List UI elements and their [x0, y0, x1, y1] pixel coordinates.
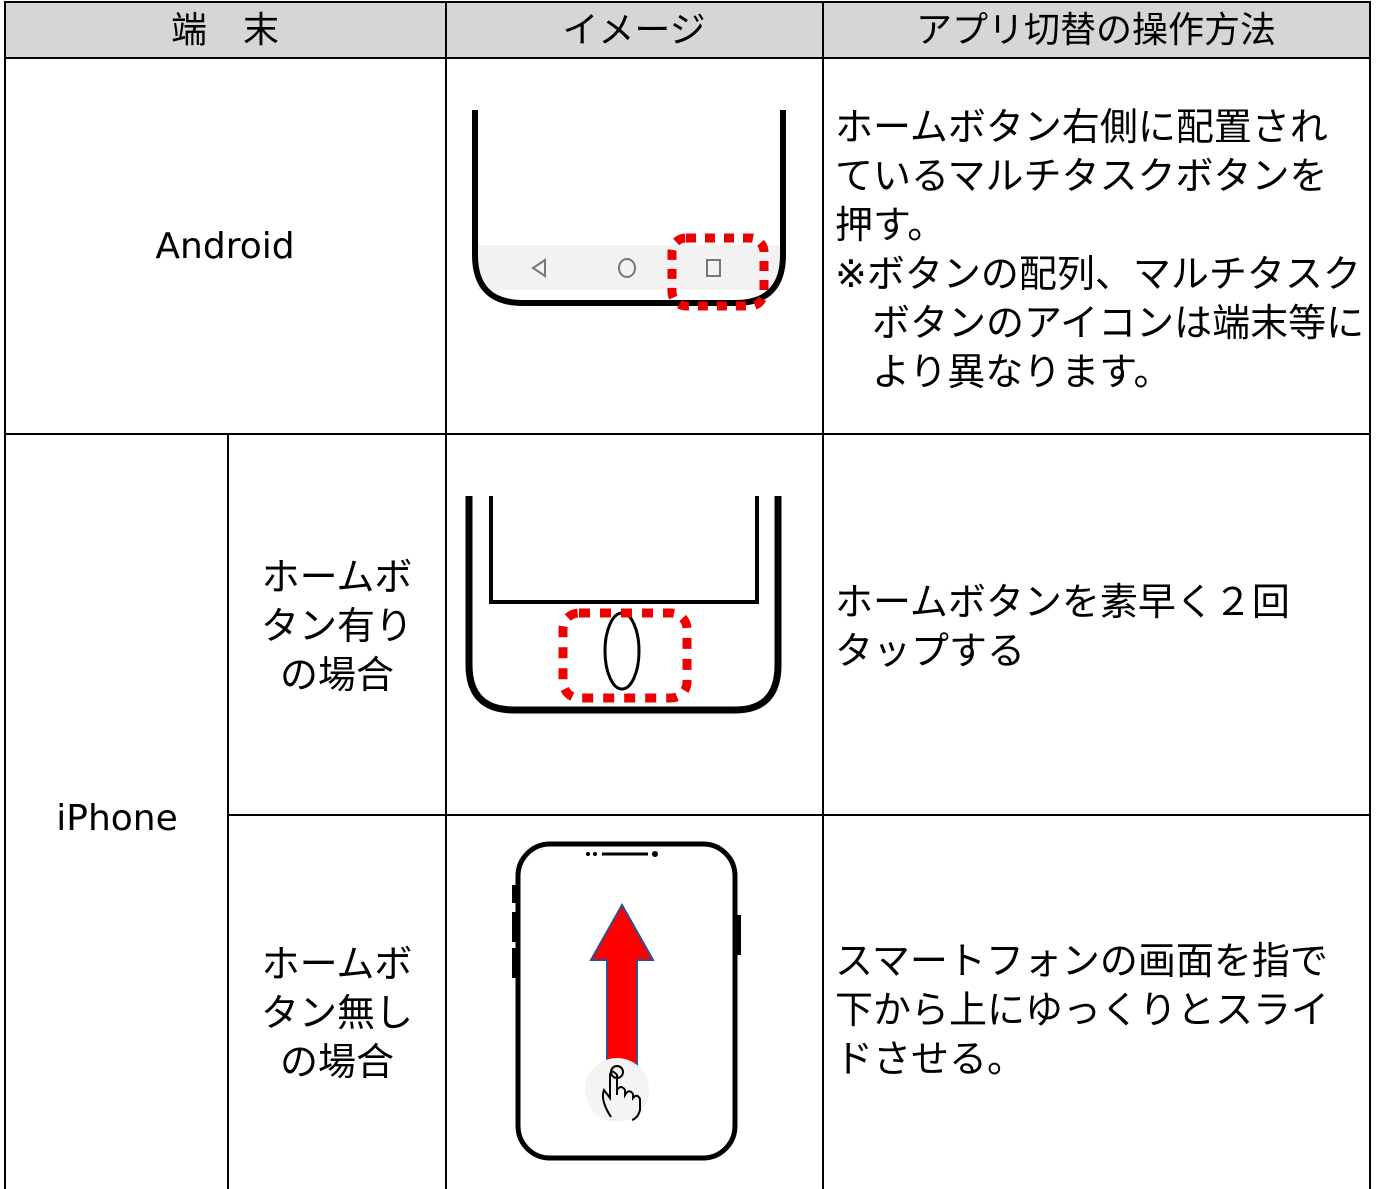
method-line: 押す。 [835, 203, 946, 247]
method-line: 下から上にゆっくりとスライ [835, 988, 1330, 1032]
sub-label: の場合 [279, 1040, 395, 1084]
sub-label: ホームボ [261, 942, 413, 986]
method-line: ドさせる。 [835, 1037, 1026, 1081]
method-line: ボタンのアイコンは端末等に [872, 301, 1365, 345]
method-line: タップする [835, 629, 1026, 673]
android-image [472, 110, 786, 311]
sub-label: の場合 [279, 653, 395, 697]
sub-label: タン無し [260, 991, 414, 1035]
method-line: ホームボタンを素早く２回 [835, 580, 1290, 624]
method-line: ※ボタンの配列、マルチタスク [835, 252, 1361, 296]
method-line: ているマルチタスクボタンを [835, 154, 1328, 198]
iphone-home-image [465, 496, 782, 714]
iphone-x-image [512, 841, 741, 1161]
grid [4, 1, 1371, 1189]
header-cell: アプリ切替の操作方法 [915, 10, 1277, 51]
method-line: ホームボタン右側に配置され [835, 105, 1328, 149]
device-name: Android [155, 226, 295, 267]
header-cell: 端 末 [170, 10, 280, 51]
header-cell: イメージ [562, 10, 706, 51]
device-name: iPhone [56, 798, 178, 839]
method-line: スマートフォンの画面を指で [835, 939, 1328, 983]
sub-label: ホームボ [261, 555, 413, 599]
header-bg [5, 2, 1370, 58]
sub-label: タン有り [260, 604, 414, 648]
method-line: より異なります。 [872, 350, 1172, 394]
